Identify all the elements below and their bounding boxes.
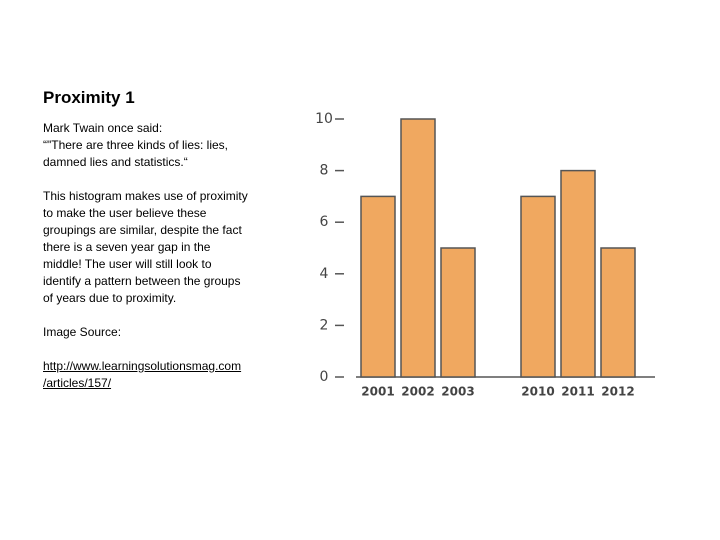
text-line: This histogram makes use of proximity [43, 189, 248, 203]
bar [520, 195, 556, 378]
bar [600, 247, 636, 378]
x-tick-label: 2003 [441, 385, 474, 399]
bar [440, 247, 476, 378]
paragraphs: Mark Twain once said: “"There are three k… [43, 120, 283, 341]
y-tick-label: 2 [320, 317, 329, 333]
text-line: “"There are three kinds of lies: lies, [43, 138, 229, 152]
y-tick-label: 8 [320, 163, 329, 179]
bar [560, 169, 596, 378]
x-tick-label: 2001 [361, 385, 394, 399]
paragraph: Image Source: [43, 324, 283, 341]
text-line: Mark Twain once said: [43, 121, 163, 135]
y-tick-label: 6 [320, 214, 329, 230]
text-line: Image Source: [43, 325, 122, 339]
paragraph: Mark Twain once said: “"There are three k… [43, 120, 283, 171]
x-tick-label: 2012 [601, 385, 634, 399]
text-line: middle! The user will still look to [43, 257, 212, 271]
y-tick-label: 4 [320, 266, 329, 282]
y-tick-label: 0 [320, 369, 329, 385]
bar [400, 118, 436, 378]
slide-title: Proximity 1 [43, 88, 135, 107]
link-line[interactable]: /articles/157/ [43, 376, 112, 390]
link-line[interactable]: http://www.learningsolutionsmag.com [43, 359, 242, 373]
text-line: of years due to proximity. [43, 291, 177, 305]
text-line: to make the user believe these [43, 206, 207, 220]
x-tick-label: 2010 [521, 385, 554, 399]
bar [360, 195, 396, 378]
x-tick-label: 2002 [401, 385, 434, 399]
text-line: damned lies and statistics.“ [43, 155, 188, 169]
text-line: groupings are similar, despite the fact [43, 223, 242, 237]
y-tick-label: 10 [315, 111, 333, 127]
text-line: identify a pattern between the groups [43, 274, 241, 288]
text-line: there is a seven year gap in the [43, 240, 211, 254]
paragraph: This histogram makes use of proximity to … [43, 188, 283, 307]
link[interactable]: http://www.learningsolutionsmag.com/arti… [43, 358, 283, 392]
x-tick-label: 2011 [561, 385, 594, 399]
text-panel: Proximity 1 Mark Twain once said: “"There… [43, 88, 283, 392]
